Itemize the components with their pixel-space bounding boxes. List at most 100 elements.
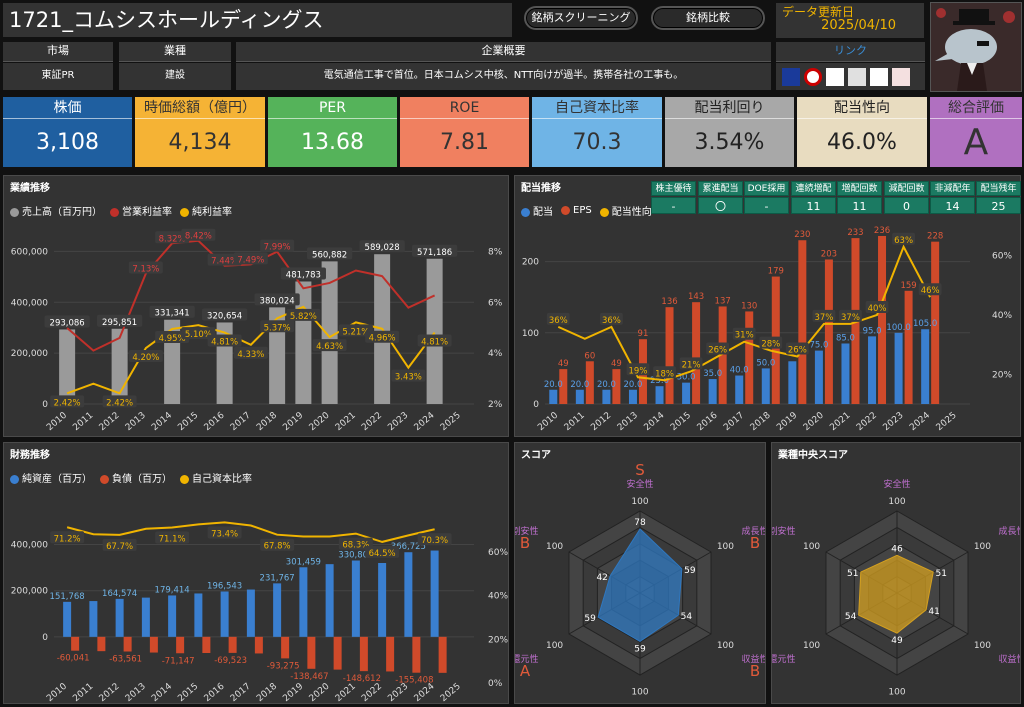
- net-label-bg: [312, 339, 347, 352]
- payout-label: 28%: [761, 340, 780, 350]
- kpi-value: 3,108: [3, 119, 132, 167]
- op-label-bg: [233, 252, 268, 265]
- x-tick-label: 2014: [642, 410, 666, 433]
- eps-label: 137: [715, 296, 731, 306]
- x-tick-label: 2023: [882, 411, 906, 433]
- y2-tick-label: 4%: [488, 349, 503, 359]
- radar-grade: B: [750, 534, 760, 552]
- debt-label: -71,147: [162, 656, 195, 666]
- link-icon-chart[interactable]: [870, 67, 888, 86]
- payout-label: 26%: [788, 346, 807, 356]
- equity-bar: [63, 601, 72, 637]
- eps-label: 130: [741, 301, 757, 311]
- debt-label: -155,408: [395, 676, 433, 686]
- kpi-label: ROE: [400, 97, 529, 119]
- payout-label-bg: [892, 232, 915, 245]
- radar-axis-label: 割安性: [772, 525, 795, 537]
- eps-bar: [665, 307, 674, 404]
- equity-label: 196,543: [207, 581, 242, 591]
- stat-header: 連続増配: [791, 181, 836, 196]
- equity-bar: [220, 591, 229, 637]
- eps-bar: [745, 311, 754, 404]
- link-icon-kabutan[interactable]: [804, 67, 822, 86]
- net-label-bg: [286, 308, 321, 321]
- sales-label: 295,851: [102, 318, 137, 328]
- compare-button[interactable]: 銘柄比較: [651, 6, 765, 30]
- y2-tick-label: 40%: [992, 311, 1012, 321]
- debt-label: -138,467: [290, 672, 328, 682]
- op-label: 7.13%: [132, 265, 159, 275]
- legend-dividend: 配当: [521, 203, 553, 218]
- x-tick-label: 2013: [616, 411, 640, 433]
- finance-panel: 財務推移 純資産（百万） 負債（百万） 自己資本比率 0 200,000 400,0…: [3, 442, 509, 704]
- radar-value-label: 78: [634, 518, 646, 528]
- x-tick-label: 2020: [308, 410, 332, 433]
- radar-value-label: 59: [684, 566, 696, 576]
- dividend-bar: [814, 350, 823, 404]
- op-label-bg: [260, 239, 295, 252]
- op-label-bg: [128, 261, 163, 274]
- x-tick-label: 2018: [749, 410, 773, 433]
- screening-button[interactable]: 銘柄スクリーニング: [524, 6, 638, 30]
- net-label-bg: [155, 330, 190, 343]
- payout-line: [557, 244, 932, 382]
- payout-label-bg: [759, 336, 783, 349]
- eps-label: 91: [638, 329, 649, 339]
- stat-value: 14: [930, 197, 975, 214]
- ratio-label: 68.3%: [342, 541, 369, 551]
- x-tick-label: 2021: [334, 682, 358, 703]
- stat-header: DOE採用: [744, 181, 789, 196]
- op-label-bg: [207, 253, 242, 266]
- x-tick-label: 2017: [229, 682, 253, 703]
- legend-net: 純利益率: [180, 203, 232, 218]
- radar-value-label: 51: [935, 569, 946, 579]
- ratio-label: 70.3%: [421, 536, 448, 546]
- stat-value: -: [651, 197, 696, 214]
- y2-tick-label: 20%: [992, 370, 1012, 380]
- ratio-label-bg: [155, 531, 190, 544]
- link-icon-ir[interactable]: [826, 67, 844, 86]
- equity-label: 164,574: [102, 589, 137, 599]
- legend-op: 営業利益率: [110, 203, 172, 218]
- stat-value: 25: [976, 197, 1021, 214]
- link-icon-jr[interactable]: [782, 67, 800, 86]
- sales-label-bg: [412, 244, 458, 257]
- equity-label: 330,807: [338, 551, 373, 561]
- payout-label-bg: [918, 283, 942, 296]
- ratio-label-bg: [260, 538, 295, 551]
- stat-value: -: [744, 197, 789, 214]
- dividend-bar: [761, 368, 770, 404]
- net-label: 4.20%: [132, 353, 159, 363]
- net-label: 2.42%: [54, 398, 81, 408]
- stat-header: 配当残年: [976, 181, 1021, 196]
- x-tick-label: 2014: [150, 681, 174, 703]
- x-tick-label: 2023: [386, 411, 410, 433]
- equity-bar: [115, 598, 124, 637]
- radar-axis-label: 還元性: [515, 653, 538, 665]
- x-tick-label: 2018: [255, 410, 279, 433]
- eps-bar: [904, 290, 913, 404]
- equity-bar: [351, 560, 360, 637]
- eps-label: 159: [900, 281, 916, 291]
- op-label: 7.99%: [264, 243, 291, 253]
- net-label: 5.82%: [290, 312, 317, 322]
- stat-header: 非減配年: [930, 181, 975, 196]
- equity-bar: [325, 564, 334, 637]
- y2-tick-label: 0%: [488, 679, 503, 689]
- net-label: 3.43%: [395, 373, 422, 383]
- link-icon-shikiho[interactable]: [848, 67, 866, 86]
- net-label: 4.81%: [421, 338, 448, 348]
- dividend-label: 85.0: [836, 333, 855, 343]
- market-header: 市場: [3, 42, 113, 62]
- dividend-label: 20.0: [544, 380, 563, 390]
- x-tick-label: 2022: [360, 411, 384, 433]
- legend-payout: 配当性向: [599, 203, 652, 218]
- kpi-label: PER: [268, 97, 397, 119]
- x-tick-label: 2010: [536, 410, 560, 433]
- link-icon-kabuka[interactable]: [892, 67, 910, 86]
- dividend-chart: 0 100 200 20% 40% 60% 2010 20.0 49 2011 20.0 60 2012…: [522, 226, 1013, 433]
- summary-header: 企業概要: [236, 42, 771, 62]
- ratio-label-bg: [365, 545, 400, 558]
- dividend-label: 75.0: [809, 341, 828, 351]
- payout-label-bg: [653, 366, 676, 379]
